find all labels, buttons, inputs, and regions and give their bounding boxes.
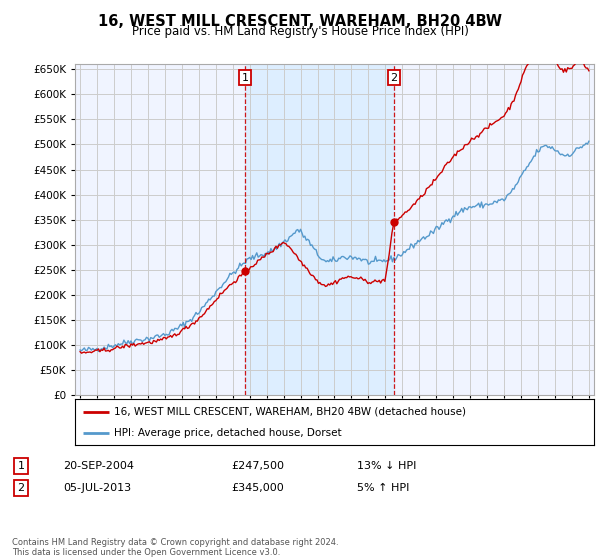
Text: 13% ↓ HPI: 13% ↓ HPI bbox=[357, 461, 416, 471]
Text: 2: 2 bbox=[17, 483, 25, 493]
Text: HPI: Average price, detached house, Dorset: HPI: Average price, detached house, Dors… bbox=[114, 428, 341, 438]
Text: 20-SEP-2004: 20-SEP-2004 bbox=[63, 461, 134, 471]
Text: Price paid vs. HM Land Registry's House Price Index (HPI): Price paid vs. HM Land Registry's House … bbox=[131, 25, 469, 38]
Text: 16, WEST MILL CRESCENT, WAREHAM, BH20 4BW: 16, WEST MILL CRESCENT, WAREHAM, BH20 4B… bbox=[98, 14, 502, 29]
Bar bbox=[245, 64, 394, 395]
Text: 2: 2 bbox=[391, 73, 397, 83]
Text: £247,500: £247,500 bbox=[231, 461, 284, 471]
Text: 16, WEST MILL CRESCENT, WAREHAM, BH20 4BW (detached house): 16, WEST MILL CRESCENT, WAREHAM, BH20 4B… bbox=[114, 407, 466, 417]
Text: £345,000: £345,000 bbox=[231, 483, 284, 493]
Text: 1: 1 bbox=[241, 73, 248, 83]
Text: 5% ↑ HPI: 5% ↑ HPI bbox=[357, 483, 409, 493]
Text: 05-JUL-2013: 05-JUL-2013 bbox=[63, 483, 131, 493]
Text: Contains HM Land Registry data © Crown copyright and database right 2024.
This d: Contains HM Land Registry data © Crown c… bbox=[12, 538, 338, 557]
Text: 1: 1 bbox=[17, 461, 25, 471]
